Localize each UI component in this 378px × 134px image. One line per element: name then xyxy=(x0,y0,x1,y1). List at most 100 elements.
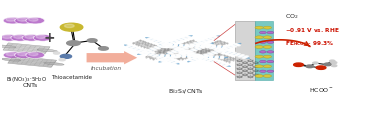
Circle shape xyxy=(177,55,180,56)
Circle shape xyxy=(161,58,164,59)
Circle shape xyxy=(212,38,215,40)
Text: $-$0.91 V vs. RHE: $-$0.91 V vs. RHE xyxy=(285,26,340,34)
Circle shape xyxy=(220,57,223,58)
Ellipse shape xyxy=(197,45,209,47)
Circle shape xyxy=(147,39,150,40)
Circle shape xyxy=(186,48,189,49)
Circle shape xyxy=(201,57,203,58)
Circle shape xyxy=(218,46,221,47)
Ellipse shape xyxy=(181,46,190,49)
Circle shape xyxy=(194,55,197,56)
Ellipse shape xyxy=(0,58,21,61)
Circle shape xyxy=(240,55,243,56)
Circle shape xyxy=(3,17,22,24)
Circle shape xyxy=(183,51,186,52)
Circle shape xyxy=(204,59,208,60)
Circle shape xyxy=(237,45,240,46)
Circle shape xyxy=(163,45,166,46)
Circle shape xyxy=(187,50,190,51)
Ellipse shape xyxy=(217,63,226,66)
Ellipse shape xyxy=(202,54,211,57)
Polygon shape xyxy=(160,48,220,54)
Ellipse shape xyxy=(198,55,208,58)
Ellipse shape xyxy=(211,36,220,39)
Ellipse shape xyxy=(204,45,214,48)
Circle shape xyxy=(172,46,175,47)
Circle shape xyxy=(201,42,204,44)
Circle shape xyxy=(137,51,140,52)
Polygon shape xyxy=(132,40,187,59)
Circle shape xyxy=(165,60,168,61)
Ellipse shape xyxy=(177,47,186,51)
Circle shape xyxy=(198,42,201,43)
Ellipse shape xyxy=(0,45,16,48)
Circle shape xyxy=(185,36,188,37)
Ellipse shape xyxy=(185,45,194,48)
Circle shape xyxy=(177,50,180,51)
Circle shape xyxy=(195,57,198,58)
Ellipse shape xyxy=(205,56,217,58)
Circle shape xyxy=(211,62,214,63)
Ellipse shape xyxy=(158,59,167,62)
Ellipse shape xyxy=(180,49,189,53)
Circle shape xyxy=(208,60,211,61)
Circle shape xyxy=(163,44,166,45)
Circle shape xyxy=(183,51,186,53)
Circle shape xyxy=(216,37,219,38)
Circle shape xyxy=(188,37,191,38)
Circle shape xyxy=(267,41,274,43)
Circle shape xyxy=(175,41,178,42)
Ellipse shape xyxy=(167,60,175,63)
Circle shape xyxy=(166,56,169,57)
Ellipse shape xyxy=(219,46,231,48)
Ellipse shape xyxy=(193,47,202,50)
Circle shape xyxy=(197,54,200,55)
Circle shape xyxy=(221,50,224,51)
Circle shape xyxy=(260,31,266,34)
Circle shape xyxy=(177,55,180,56)
Circle shape xyxy=(221,57,224,58)
Circle shape xyxy=(223,65,226,66)
Circle shape xyxy=(255,26,263,29)
Circle shape xyxy=(153,49,156,50)
Circle shape xyxy=(174,48,177,49)
Circle shape xyxy=(161,56,164,57)
Circle shape xyxy=(164,57,167,58)
Ellipse shape xyxy=(206,52,215,55)
Ellipse shape xyxy=(128,46,137,49)
Circle shape xyxy=(125,46,128,47)
Circle shape xyxy=(172,51,175,52)
Ellipse shape xyxy=(181,45,193,46)
Circle shape xyxy=(33,35,52,41)
Circle shape xyxy=(14,17,33,24)
Circle shape xyxy=(189,46,192,48)
Circle shape xyxy=(161,46,164,48)
Ellipse shape xyxy=(170,61,180,64)
Ellipse shape xyxy=(143,51,152,55)
Circle shape xyxy=(316,66,326,69)
Ellipse shape xyxy=(200,44,209,47)
Circle shape xyxy=(162,44,165,45)
Circle shape xyxy=(127,46,130,47)
Circle shape xyxy=(179,49,182,50)
Circle shape xyxy=(203,59,205,60)
Ellipse shape xyxy=(159,57,168,60)
Ellipse shape xyxy=(169,45,177,49)
Circle shape xyxy=(139,50,142,51)
Circle shape xyxy=(175,49,178,50)
Circle shape xyxy=(169,44,172,45)
Ellipse shape xyxy=(221,64,231,67)
Circle shape xyxy=(173,51,176,52)
Circle shape xyxy=(169,44,172,45)
Ellipse shape xyxy=(182,51,191,54)
Circle shape xyxy=(217,47,220,48)
Circle shape xyxy=(171,53,174,54)
Ellipse shape xyxy=(195,56,204,59)
Circle shape xyxy=(192,58,195,59)
Circle shape xyxy=(154,42,157,43)
Circle shape xyxy=(156,55,159,56)
Circle shape xyxy=(155,47,158,48)
Circle shape xyxy=(216,63,218,64)
Circle shape xyxy=(138,50,141,51)
Circle shape xyxy=(194,43,197,44)
